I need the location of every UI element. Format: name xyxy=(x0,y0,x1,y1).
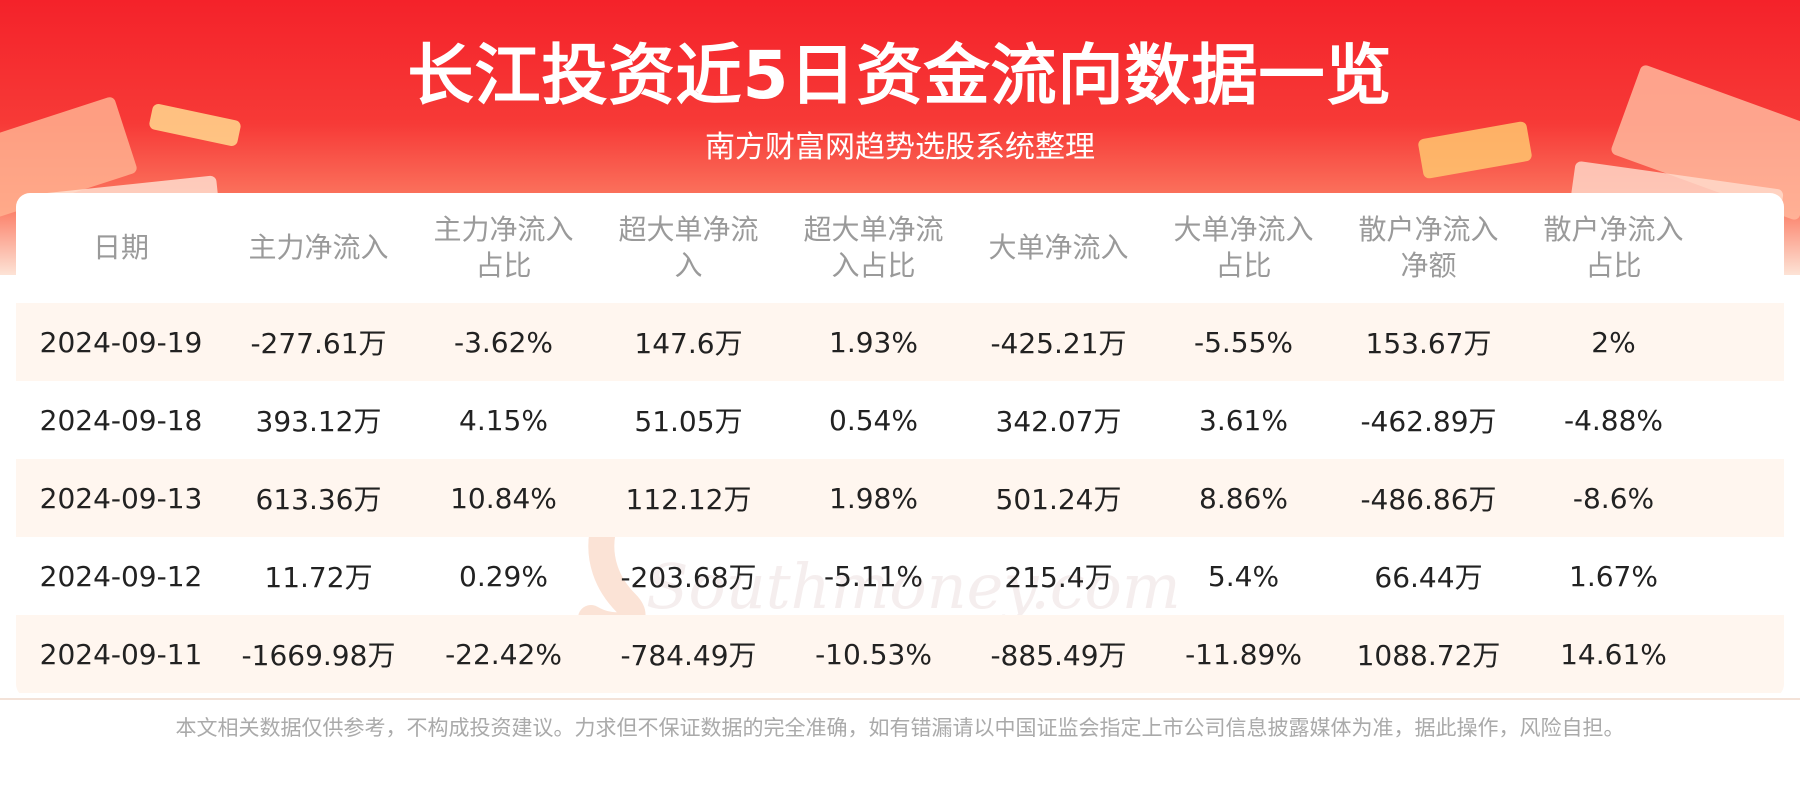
table-cell: -4.88% xyxy=(1563,403,1664,437)
table-cell: -486.86万 xyxy=(1360,483,1497,516)
footer-divider xyxy=(0,698,1800,700)
table-cell: 112.12万 xyxy=(625,483,752,516)
table-cell: -8.6% xyxy=(1572,481,1655,515)
table-body: 2024-09-19 -277.61万 -3.62% 147.6万 1.93% … xyxy=(16,303,1784,693)
table-cell: 4.15% xyxy=(459,403,548,437)
table-cell: -22.42% xyxy=(445,637,562,671)
column-header: 超大单净流 入占比 xyxy=(803,213,944,282)
table-cell: 215.4万 xyxy=(1004,561,1113,594)
table-cell: 8.86% xyxy=(1199,481,1288,515)
page-title: 长江投资近5日资金流向数据一览 xyxy=(407,37,1393,114)
table-cell: 0.29% xyxy=(459,559,548,593)
table-row: 2024-09-12 11.72万 0.29% -203.68万 -5.11% … xyxy=(16,537,1784,615)
table-cell: 1.98% xyxy=(829,481,918,515)
table-cell: -885.49万 xyxy=(990,639,1127,672)
table-header-row: 日期 主力净流入 主力净流入 占比 超大单净流 入 超大单净流 入占比 大单净流… xyxy=(16,193,1784,303)
table-row: 2024-09-13 613.36万 10.84% 112.12万 1.98% … xyxy=(16,459,1784,537)
column-header: 大单净流入 占比 xyxy=(1173,213,1314,282)
column-header: 日期 xyxy=(92,231,149,264)
table-cell: -277.61万 xyxy=(250,327,387,360)
table-cell: -3.62% xyxy=(453,325,554,359)
column-header: 主力净流入 占比 xyxy=(433,213,574,282)
table-cell: 393.12万 xyxy=(255,405,382,438)
table-cell: 2024-09-18 xyxy=(39,403,203,437)
table-cell: 1.67% xyxy=(1569,559,1658,593)
table-cell: 501.24万 xyxy=(995,483,1122,516)
table-cell: 2% xyxy=(1591,325,1636,359)
disclaimer-text: 本文相关数据仅供参考，不构成投资建议。力求但不保证数据的完全准确，如有错漏请以中… xyxy=(175,716,1625,740)
table-cell: 1088.72万 xyxy=(1356,639,1501,672)
table-cell: 2024-09-12 xyxy=(39,559,203,593)
table-cell: 2024-09-13 xyxy=(39,481,203,515)
table-cell: 3.61% xyxy=(1199,403,1288,437)
table-cell: -10.53% xyxy=(815,637,932,671)
table-cell: 2024-09-19 xyxy=(39,325,203,359)
column-header: 大单净流入 xyxy=(988,231,1129,264)
table-cell: 613.36万 xyxy=(255,483,382,516)
table-cell: -425.21万 xyxy=(990,327,1127,360)
column-header: 超大单净流 入 xyxy=(618,213,759,282)
table-cell: -203.68万 xyxy=(620,561,757,594)
table-cell: -1669.98万 xyxy=(241,639,396,672)
table-cell: 14.61% xyxy=(1560,637,1667,671)
table-cell: 66.44万 xyxy=(1374,561,1483,594)
table-row: 2024-09-11 -1669.98万 -22.42% -784.49万 -1… xyxy=(16,615,1784,693)
table-cell: -462.89万 xyxy=(1360,405,1497,438)
table-cell: 0.54% xyxy=(829,403,918,437)
table-cell: 1.93% xyxy=(829,325,918,359)
page-subtitle: 南方财富网趋势选股系统整理 xyxy=(705,130,1095,165)
table-cell: -11.89% xyxy=(1185,637,1302,671)
table-cell: -5.11% xyxy=(823,559,924,593)
table-cell: 2024-09-11 xyxy=(39,637,203,671)
table-cell: 153.67万 xyxy=(1365,327,1492,360)
table-row: 2024-09-18 393.12万 4.15% 51.05万 0.54% 34… xyxy=(16,381,1784,459)
table-cell: -784.49万 xyxy=(620,639,757,672)
table-cell: 51.05万 xyxy=(634,405,743,438)
table-row: 2024-09-19 -277.61万 -3.62% 147.6万 1.93% … xyxy=(16,303,1784,381)
column-header: 散户净流入 净额 xyxy=(1358,213,1499,282)
table-cell: -5.55% xyxy=(1193,325,1294,359)
table-cell: 147.6万 xyxy=(634,327,743,360)
table-cell: 342.07万 xyxy=(995,405,1122,438)
table-cell: 10.84% xyxy=(450,481,557,515)
table-cell: 11.72万 xyxy=(264,561,373,594)
column-header: 散户净流入 占比 xyxy=(1543,213,1684,282)
data-table-card: 南方财富网 Southmoney.com 日期 主力净流入 主力净流入 占比 超… xyxy=(16,193,1784,698)
column-header: 主力净流入 xyxy=(248,231,389,264)
table-cell: 5.4% xyxy=(1207,559,1280,593)
